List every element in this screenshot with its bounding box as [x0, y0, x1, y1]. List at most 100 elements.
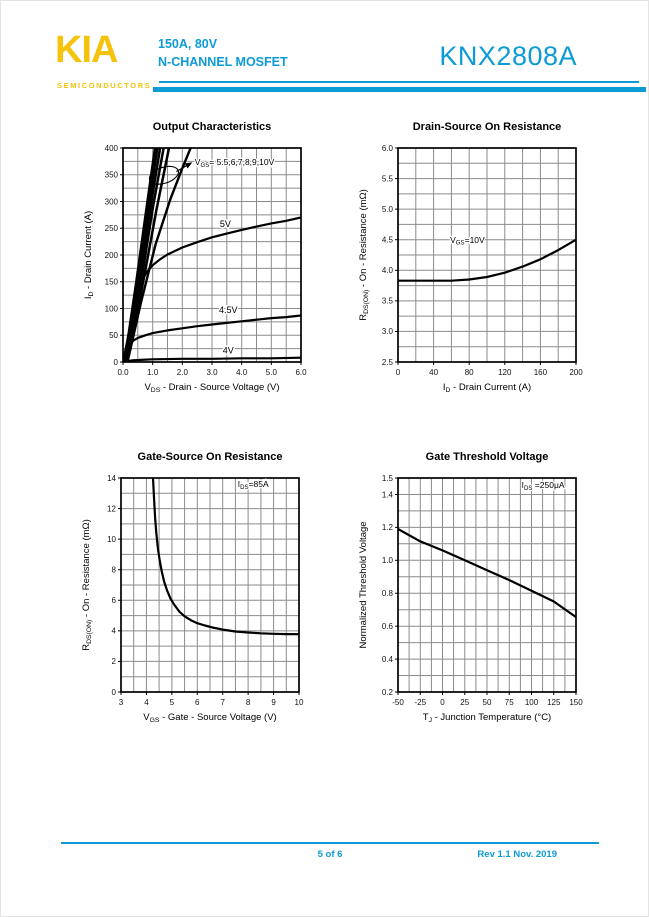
svg-text:1.2: 1.2: [382, 523, 394, 532]
svg-text:25: 25: [460, 698, 469, 707]
svg-text:5.0: 5.0: [382, 205, 394, 214]
footer-rule: [61, 842, 599, 844]
drain-source-on-resistance-plot: 0 40 80 120 160 200 2.5 3.0 3.5 4.0 4.5 5.0 5.5 6.0 Dr…: [358, 121, 583, 394]
svg-text:0.4: 0.4: [382, 655, 394, 664]
svg-text:100: 100: [105, 304, 119, 313]
svg-text:0: 0: [112, 688, 117, 697]
svg-text:3.0: 3.0: [206, 368, 218, 377]
svg-text:1.4: 1.4: [382, 490, 394, 499]
svg-text:3: 3: [119, 698, 124, 707]
svg-text:400: 400: [105, 144, 119, 153]
svg-text:2.5: 2.5: [382, 358, 394, 367]
svg-text:4V: 4V: [223, 345, 234, 355]
svg-text:300: 300: [105, 197, 119, 206]
svg-text:ID - Drain Current (A): ID - Drain Current (A): [443, 382, 531, 394]
svg-text:6.0: 6.0: [382, 144, 394, 153]
svg-text:50: 50: [109, 331, 118, 340]
svg-text:6: 6: [112, 596, 117, 605]
svg-text:0: 0: [440, 698, 445, 707]
svg-text:0.2: 0.2: [382, 688, 394, 697]
svg-text:5: 5: [170, 698, 175, 707]
svg-text:3.0: 3.0: [382, 327, 394, 336]
svg-text:Gate Threshold Voltage: Gate Threshold Voltage: [426, 451, 549, 463]
svg-text:1.0: 1.0: [382, 556, 394, 565]
svg-text:8: 8: [246, 698, 251, 707]
svg-text:Output Characteristics: Output Characteristics: [153, 121, 272, 133]
svg-text:4.5: 4.5: [382, 236, 394, 245]
svg-text:4.5V: 4.5V: [219, 305, 238, 315]
svg-text:5.0: 5.0: [266, 368, 278, 377]
kia-logo: KIA: [55, 29, 118, 71]
svg-text:8: 8: [112, 566, 117, 575]
svg-text:ID - Drain Current (A): ID - Drain Current (A): [83, 211, 95, 299]
svg-text:75: 75: [505, 698, 514, 707]
svg-text:2: 2: [112, 657, 117, 666]
revision-label: Rev 1.1 Nov. 2019: [477, 849, 557, 860]
device-rating: 150A, 80V: [158, 37, 218, 51]
svg-text:50: 50: [483, 698, 492, 707]
svg-text:0.0: 0.0: [117, 368, 129, 377]
svg-text:10: 10: [107, 535, 116, 544]
svg-text:4: 4: [112, 627, 117, 636]
svg-text:160: 160: [534, 368, 548, 377]
header-rule-thin: [159, 81, 639, 83]
svg-text:3.5: 3.5: [382, 297, 394, 306]
svg-text:VGS= 5.5,6,7,8,9,10V: VGS= 5.5,6,7,8,9,10V: [195, 157, 275, 169]
svg-text:10: 10: [295, 698, 304, 707]
svg-text:350: 350: [105, 171, 119, 180]
svg-text:0: 0: [396, 368, 401, 377]
svg-text:IDS=85A: IDS=85A: [238, 479, 269, 491]
gate-threshold-voltage-plot: -50 -25 0 25 50 75 100 125 150 0.2 0.4 0.6 0.8 1.0 1.2…: [358, 451, 583, 724]
svg-text:4: 4: [144, 698, 149, 707]
svg-text:TJ - Junction Temperature (°C): TJ - Junction Temperature (°C): [423, 712, 551, 724]
svg-text:0.6: 0.6: [382, 622, 394, 631]
svg-text:12: 12: [107, 504, 116, 513]
svg-text:80: 80: [465, 368, 474, 377]
svg-text:0.8: 0.8: [382, 589, 394, 598]
chart-drain-source-on-resistance: 0 40 80 120 160 200 2.5 3.0 3.5 4.0 4.5 5.0 5.5 6.0 Dr…: [336, 115, 594, 407]
svg-text:5V: 5V: [220, 219, 231, 229]
svg-text:VDS - Drain - Source Voltage (: VDS - Drain - Source Voltage (V): [144, 382, 279, 394]
device-type: N-CHANNEL MOSFET: [158, 55, 288, 69]
svg-text:Drain-Source On Resistance: Drain-Source On Resistance: [413, 121, 562, 133]
header-rule-thick: [153, 87, 646, 92]
svg-text:VGS - Gate - Source Voltage (V: VGS - Gate - Source Voltage (V): [143, 712, 276, 724]
svg-text:1.5: 1.5: [382, 474, 394, 483]
page-indicator: 5 of 6: [317, 849, 343, 860]
svg-text:200: 200: [569, 368, 583, 377]
svg-text:4.0: 4.0: [236, 368, 248, 377]
svg-text:1.0: 1.0: [147, 368, 159, 377]
svg-text:Normalized Threshold Voltage: Normalized Threshold Voltage: [358, 521, 369, 648]
chart-gate-threshold-voltage: -50 -25 0 25 50 75 100 125 150 0.2 0.4 0.6 0.8 1.0 1.2…: [336, 445, 594, 737]
svg-text:Gate-Source On Resistance: Gate-Source On Resistance: [138, 451, 283, 463]
svg-text:250: 250: [105, 224, 119, 233]
svg-text:150: 150: [105, 278, 119, 287]
svg-text:RDS(ON) - On - Resistance (mΩ): RDS(ON) - On - Resistance (mΩ): [358, 189, 370, 321]
svg-text:6: 6: [195, 698, 200, 707]
svg-text:150: 150: [569, 698, 583, 707]
svg-text:5.5: 5.5: [382, 174, 394, 183]
svg-text:100: 100: [525, 698, 539, 707]
svg-text:40: 40: [429, 368, 438, 377]
svg-text:125: 125: [547, 698, 561, 707]
chart-output-characteristics: 0.0 1.0 2.0 3.0 4.0 5.0 6.0 0 50 100 150 200 250 300 3…: [61, 115, 319, 407]
svg-text:4.0: 4.0: [382, 266, 394, 275]
svg-text:IDS =250μA: IDS =250μA: [522, 480, 565, 492]
part-number: KNX2808A: [439, 41, 577, 71]
gate-source-on-resistance-plot: 3 4 5 6 7 8 9 10 0 2 4 6 8 10 12 14 Gate-Source On Resis…: [81, 451, 304, 724]
output-characteristics-plot: 0.0 1.0 2.0 3.0 4.0 5.0 6.0 0 50 100 150 200 250 300 3…: [83, 121, 307, 394]
svg-text:120: 120: [498, 368, 512, 377]
svg-text:0: 0: [114, 358, 119, 367]
svg-text:-50: -50: [392, 698, 404, 707]
svg-text:VGS=10V: VGS=10V: [450, 235, 485, 247]
kia-logo-subtext: SEMICONDUCTORS: [57, 81, 152, 90]
svg-text:9: 9: [271, 698, 276, 707]
svg-text:RDS(ON) - On - Resistance (mΩ): RDS(ON) - On - Resistance (mΩ): [81, 519, 93, 651]
svg-text:200: 200: [105, 251, 119, 260]
svg-text:6.0: 6.0: [295, 368, 307, 377]
chart-gate-source-on-resistance: 3 4 5 6 7 8 9 10 0 2 4 6 8 10 12 14 Gate-Source On Resis…: [59, 445, 317, 737]
svg-text:14: 14: [107, 474, 116, 483]
svg-text:7: 7: [220, 698, 225, 707]
svg-text:2.0: 2.0: [177, 368, 189, 377]
